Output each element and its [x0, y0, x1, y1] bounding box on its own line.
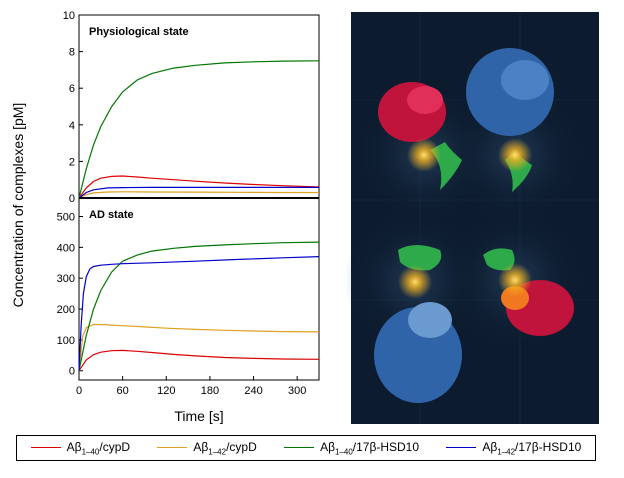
legend-item: Aβ1–42/cypD — [157, 439, 257, 457]
series-line-2 — [78, 241, 320, 371]
y-tick-label: 100 — [57, 335, 75, 347]
series-line-1 — [78, 323, 320, 371]
y-tick-label: 300 — [57, 273, 75, 285]
series-line-3 — [78, 256, 320, 371]
series-lines-bottom — [78, 241, 320, 372]
legend-label: Aβ1–42/17β-HSD10 — [482, 439, 582, 457]
y-ticks-top: 0 2 4 6 8 10 — [63, 10, 83, 205]
panel-physiological: Physiological state 0 2 4 6 8 10 — [63, 10, 320, 205]
legend-label: Aβ1–40/17β-HSD10 — [320, 439, 420, 457]
y-tick-label: 6 — [69, 83, 75, 95]
y-tick-label: 8 — [69, 47, 75, 59]
legend-label: Aβ1–40/cypD — [66, 439, 131, 457]
legend-swatch — [284, 447, 315, 449]
y-axis-label: Concentration of complexes [pM] — [10, 103, 26, 308]
panel-title-physiological: Physiological state — [89, 26, 189, 38]
y-tick-label: 0 — [69, 366, 75, 378]
legend-item: Aβ1–40/17β-HSD10 — [284, 440, 419, 456]
series-line-2 — [78, 60, 320, 199]
series-line-1 — [78, 191, 319, 199]
x-tick-label: 240 — [244, 385, 262, 397]
panel-ad: AD state 0 100 200 300 400 500 0 60 120 180 240 30… — [57, 197, 320, 397]
legend-swatch — [446, 447, 477, 449]
x-tick-label: 0 — [76, 385, 82, 397]
series-line-3 — [78, 186, 319, 199]
legend-label: Aβ1–42/cypD — [193, 439, 257, 457]
legend-swatch — [30, 447, 61, 449]
series-lines-top — [78, 60, 320, 199]
legend-item: Aβ1–42/17β-HSD10 — [446, 440, 581, 456]
y-tick-label: 4 — [69, 120, 75, 132]
y-tick-label: 500 — [57, 212, 75, 224]
y-tick-label: 2 — [69, 156, 75, 168]
legend: Aβ1–40/cypD Aβ1–42/cypD Aβ1–40/17β-HSD10 Aβ… — [16, 435, 596, 461]
series-line-0 — [78, 175, 320, 199]
y-tick-label: 10 — [63, 10, 75, 22]
x-axis-label: Time [s] — [174, 408, 223, 424]
series-line-0 — [78, 349, 320, 372]
x-tick-label: 300 — [288, 385, 306, 397]
x-tick-label: 180 — [201, 385, 219, 397]
y-tick-label: 400 — [57, 242, 75, 254]
y-tick-label: 0 — [69, 193, 75, 205]
protein-complex-illustration — [345, 12, 599, 424]
y-ticks-bottom: 0 100 200 300 400 500 — [57, 212, 83, 378]
x-tick-label: 120 — [157, 385, 175, 397]
y-tick-label: 200 — [57, 304, 75, 316]
x-ticks-bottom: 0 60 120 180 240 300 — [76, 376, 306, 397]
legend-swatch — [157, 447, 188, 449]
panel-title-ad: AD state — [89, 209, 134, 221]
x-tick-label: 60 — [117, 385, 129, 397]
legend-item: Aβ1–40/cypD — [30, 439, 131, 457]
